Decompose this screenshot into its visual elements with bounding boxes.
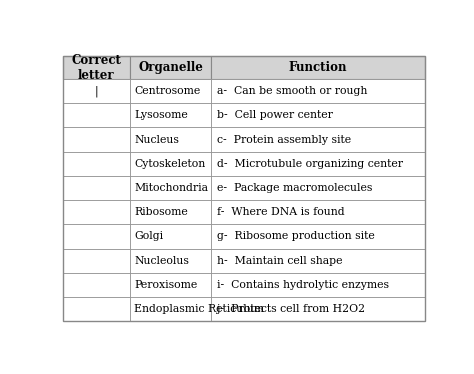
Text: Nucleolus: Nucleolus <box>134 256 189 266</box>
Bar <box>130 151 211 176</box>
Text: Nucleus: Nucleus <box>134 135 179 144</box>
Text: Cytoskeleton: Cytoskeleton <box>134 159 206 169</box>
Text: Peroxisome: Peroxisome <box>134 280 198 290</box>
Bar <box>63 249 130 273</box>
Text: Golgi: Golgi <box>134 232 164 242</box>
Bar <box>63 56 130 79</box>
Text: c-  Protein assembly site: c- Protein assembly site <box>217 135 351 144</box>
Bar <box>130 128 211 151</box>
Bar <box>63 273 130 297</box>
Text: i-  Contains hydrolytic enzymes: i- Contains hydrolytic enzymes <box>217 280 389 290</box>
Bar <box>130 79 211 103</box>
Bar <box>130 249 211 273</box>
Text: Lysosome: Lysosome <box>134 110 188 120</box>
Bar <box>211 151 425 176</box>
Text: Centrosome: Centrosome <box>134 86 201 96</box>
Bar <box>63 176 130 200</box>
Text: a-  Can be smooth or rough: a- Can be smooth or rough <box>217 86 367 96</box>
Text: h-  Maintain cell shape: h- Maintain cell shape <box>217 256 342 266</box>
Bar <box>211 224 425 249</box>
Text: Organelle: Organelle <box>138 61 203 74</box>
Bar <box>211 200 425 224</box>
Bar <box>63 224 130 249</box>
Text: g-  Ribosome production site: g- Ribosome production site <box>217 232 374 242</box>
Text: Correct
letter: Correct letter <box>72 53 121 82</box>
Text: Function: Function <box>289 61 347 74</box>
Bar <box>63 200 130 224</box>
Text: Endoplasmic Reticulum: Endoplasmic Reticulum <box>134 304 264 314</box>
Bar <box>130 224 211 249</box>
Bar <box>63 79 130 103</box>
Text: Ribosome: Ribosome <box>134 207 188 217</box>
Bar <box>211 297 425 321</box>
Bar <box>63 128 130 151</box>
Bar <box>63 151 130 176</box>
Text: |: | <box>95 85 98 97</box>
Bar <box>130 103 211 128</box>
Text: f-  Where DNA is found: f- Where DNA is found <box>217 207 345 217</box>
Bar <box>211 103 425 128</box>
Bar <box>130 56 211 79</box>
Text: Mitochondria: Mitochondria <box>134 183 208 193</box>
Bar <box>211 176 425 200</box>
Text: j-  Protects cell from H2O2: j- Protects cell from H2O2 <box>217 304 365 314</box>
Text: e-  Package macromolecules: e- Package macromolecules <box>217 183 372 193</box>
Bar <box>211 128 425 151</box>
Text: b-  Cell power center: b- Cell power center <box>217 110 333 120</box>
Bar <box>130 200 211 224</box>
Text: d-  Microtubule organizing center: d- Microtubule organizing center <box>217 159 403 169</box>
Bar <box>63 103 130 128</box>
Bar <box>211 56 425 79</box>
Bar <box>211 273 425 297</box>
Bar <box>63 297 130 321</box>
Bar <box>130 273 211 297</box>
Bar <box>211 249 425 273</box>
Bar <box>130 176 211 200</box>
Bar <box>130 297 211 321</box>
Bar <box>211 79 425 103</box>
